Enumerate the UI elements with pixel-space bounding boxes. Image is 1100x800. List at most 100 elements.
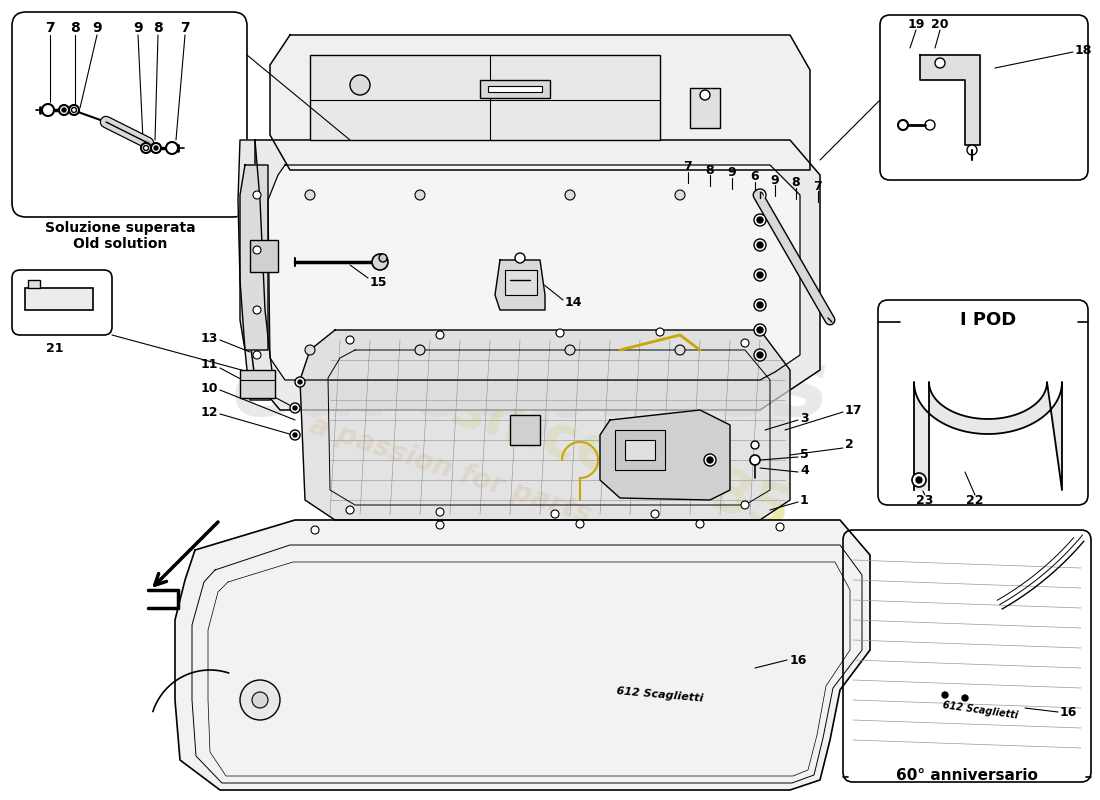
Circle shape	[912, 473, 926, 487]
Circle shape	[916, 477, 922, 483]
FancyBboxPatch shape	[254, 244, 274, 268]
Circle shape	[166, 142, 178, 154]
Polygon shape	[920, 55, 980, 145]
Text: 612 Scaglietti: 612 Scaglietti	[616, 686, 704, 704]
Circle shape	[942, 692, 948, 698]
Circle shape	[696, 520, 704, 528]
Circle shape	[436, 331, 444, 339]
Circle shape	[551, 510, 559, 518]
Text: 2: 2	[845, 438, 854, 451]
Text: eurospares: eurospares	[231, 344, 828, 436]
Circle shape	[962, 695, 968, 701]
Circle shape	[967, 145, 977, 155]
Circle shape	[350, 75, 370, 95]
Circle shape	[515, 253, 525, 263]
Circle shape	[372, 254, 388, 270]
Text: 8: 8	[70, 21, 80, 35]
Circle shape	[415, 345, 425, 355]
Circle shape	[69, 105, 79, 115]
Text: a passion for parts: a passion for parts	[306, 411, 594, 529]
Circle shape	[704, 454, 716, 466]
Circle shape	[311, 526, 319, 534]
Circle shape	[565, 190, 575, 200]
Circle shape	[754, 299, 766, 311]
Polygon shape	[270, 35, 810, 170]
Circle shape	[252, 692, 268, 708]
Polygon shape	[495, 260, 544, 310]
Text: 8: 8	[153, 21, 163, 35]
Bar	[510, 415, 540, 445]
Text: 6: 6	[750, 170, 759, 183]
Bar	[25, 288, 94, 310]
Circle shape	[754, 349, 766, 361]
Circle shape	[754, 324, 766, 336]
Text: I POD: I POD	[960, 311, 1016, 329]
Text: 60° anniversario: 60° anniversario	[896, 767, 1038, 782]
Circle shape	[151, 143, 161, 153]
Text: 22: 22	[966, 494, 983, 506]
Circle shape	[565, 345, 575, 355]
Circle shape	[62, 108, 66, 112]
Text: 21: 21	[46, 342, 64, 354]
Circle shape	[776, 523, 784, 531]
Text: 18: 18	[1075, 43, 1092, 57]
Circle shape	[898, 120, 907, 130]
Bar	[148, 590, 178, 608]
Circle shape	[757, 242, 763, 248]
Circle shape	[935, 58, 945, 68]
Text: 10: 10	[200, 382, 218, 394]
Bar	[615, 430, 666, 470]
Circle shape	[754, 239, 766, 251]
Polygon shape	[175, 520, 870, 790]
Text: 14: 14	[565, 297, 583, 310]
Text: 11: 11	[200, 358, 218, 371]
Circle shape	[651, 510, 659, 518]
Text: 9: 9	[728, 166, 736, 179]
Text: 20: 20	[932, 18, 948, 30]
Circle shape	[42, 104, 54, 116]
Circle shape	[700, 90, 710, 100]
Circle shape	[754, 269, 766, 281]
Circle shape	[757, 192, 763, 198]
Text: 15: 15	[370, 275, 387, 289]
Circle shape	[757, 352, 763, 358]
Text: Old solution: Old solution	[73, 237, 167, 251]
Text: 7: 7	[45, 21, 55, 35]
Circle shape	[141, 143, 151, 153]
Circle shape	[253, 191, 261, 199]
Circle shape	[293, 406, 297, 410]
Text: 8: 8	[792, 177, 801, 190]
Circle shape	[143, 146, 148, 150]
Circle shape	[754, 214, 766, 226]
Circle shape	[750, 455, 760, 465]
Bar	[505, 270, 537, 295]
Polygon shape	[250, 140, 820, 410]
Circle shape	[298, 380, 302, 384]
Text: 5: 5	[800, 449, 808, 462]
Text: 612 Scaglietti: 612 Scaglietti	[942, 700, 1019, 720]
Text: Soluzione superata: Soluzione superata	[45, 221, 196, 235]
Circle shape	[757, 272, 763, 278]
Circle shape	[656, 328, 664, 336]
Text: 7: 7	[683, 161, 692, 174]
Circle shape	[707, 457, 713, 463]
Text: 9: 9	[771, 174, 779, 186]
Circle shape	[72, 107, 77, 113]
Text: 16: 16	[790, 654, 807, 666]
Circle shape	[751, 441, 759, 449]
Text: 9: 9	[92, 21, 102, 35]
Polygon shape	[268, 165, 800, 380]
Text: 19: 19	[908, 18, 925, 30]
Circle shape	[290, 403, 300, 413]
Bar	[28, 280, 40, 288]
Circle shape	[293, 433, 297, 437]
Circle shape	[154, 146, 158, 150]
Text: 7: 7	[814, 179, 823, 193]
Circle shape	[305, 190, 315, 200]
Text: 1: 1	[800, 494, 808, 506]
Text: 12: 12	[200, 406, 218, 418]
Circle shape	[675, 345, 685, 355]
Circle shape	[290, 430, 300, 440]
Circle shape	[925, 120, 935, 130]
Circle shape	[305, 345, 315, 355]
